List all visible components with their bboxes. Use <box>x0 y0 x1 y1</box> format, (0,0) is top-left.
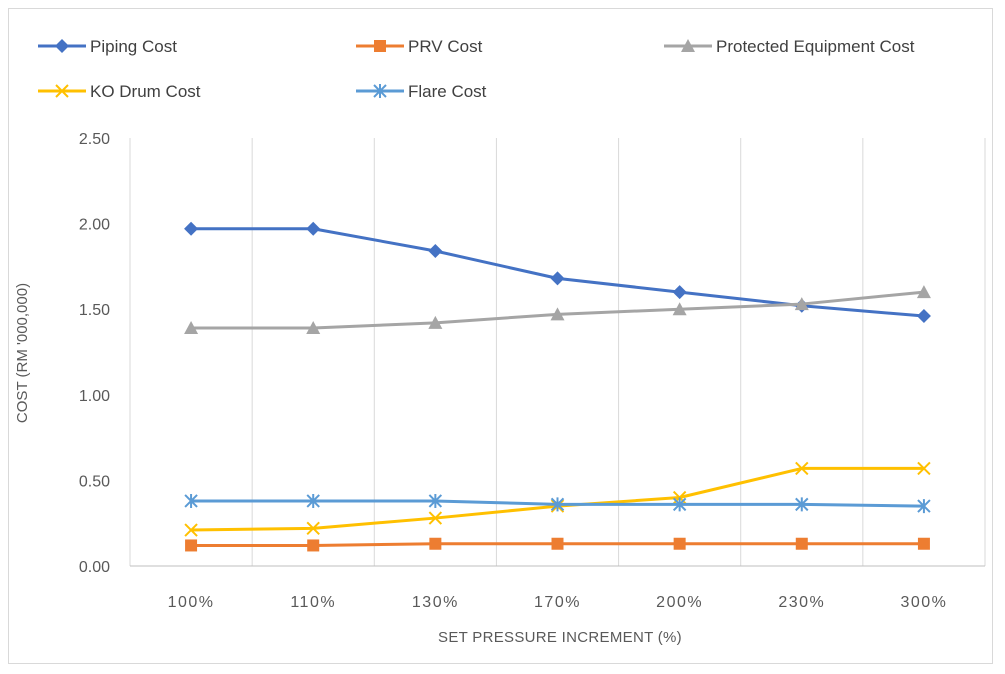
legend-item-prv-cost: PRV Cost <box>356 37 483 56</box>
legend: Piping Cost PRV Cost Protected Equipment C… <box>38 37 915 101</box>
series-flare-cost <box>184 493 931 514</box>
legend-label: Piping Cost <box>90 37 177 56</box>
data-point-piping-cost <box>916 309 931 324</box>
legend-label: Protected Equipment Cost <box>716 37 915 56</box>
data-point-prv-cost <box>307 539 320 552</box>
legend-label: PRV Cost <box>408 37 483 56</box>
x-axis-title: SET PRESSURE INCREMENT (%) <box>438 629 682 646</box>
data-point-prv-cost <box>551 537 564 550</box>
data-point-prv-cost <box>429 537 442 550</box>
data-point-ko-drum-cost <box>184 523 198 537</box>
data-point-piping-cost <box>306 221 321 236</box>
x-tick-label: 230% <box>778 594 825 611</box>
data-point-prv-cost <box>795 537 808 550</box>
data-point-flare-cost <box>184 493 198 508</box>
data-point-prv-cost <box>185 539 198 552</box>
data-point-flare-cost <box>306 493 320 508</box>
data-point-protected-equipment-cost <box>550 307 565 321</box>
data-point-flare-cost <box>428 493 443 508</box>
data-point-prv-cost <box>673 537 686 550</box>
x-tick-label: 200% <box>656 594 703 611</box>
data-point-protected-equipment-cost <box>184 321 199 335</box>
legend-label: Flare Cost <box>408 82 487 101</box>
y-axis-title: COST (RM '000,000) <box>14 283 31 423</box>
legend-marker <box>681 39 695 52</box>
y-tick-label: 0.50 <box>79 473 110 490</box>
data-point-prv-cost <box>917 537 930 550</box>
data-point-flare-cost <box>795 497 809 512</box>
x-tick-label: 170% <box>534 594 581 611</box>
data-point-flare-cost <box>672 497 687 512</box>
x-tick-label: 130% <box>412 594 459 611</box>
legend-marker <box>55 39 69 53</box>
x-tick-label: 300% <box>900 594 947 611</box>
x-tick-label: 110% <box>290 594 336 611</box>
data-point-piping-cost <box>184 221 199 236</box>
data-point-ko-drum-cost <box>428 511 443 525</box>
grid <box>129 138 986 567</box>
x-axis-ticks: 100% 110% 130% 170% 200% 230% 300% <box>168 594 947 611</box>
legend-item-flare-cost: Flare Cost <box>356 82 487 101</box>
data-point-piping-cost <box>672 285 687 300</box>
legend-item-protected-equipment-cost: Protected Equipment Cost <box>664 37 915 56</box>
legend-label: KO Drum Cost <box>90 82 201 101</box>
y-tick-label: 2.50 <box>79 131 110 148</box>
chart-frame <box>8 8 993 664</box>
data-point-protected-equipment-cost <box>306 321 321 335</box>
data-point-flare-cost <box>550 497 565 512</box>
data-point-ko-drum-cost <box>917 461 931 476</box>
y-axis-ticks: 0.00 0.50 1.00 1.50 2.00 2.50 <box>79 131 110 576</box>
series-protected-equipment-cost <box>184 285 931 335</box>
data-point-protected-equipment-cost <box>916 285 931 299</box>
data-point-piping-cost <box>550 271 565 286</box>
y-tick-label: 1.50 <box>79 302 110 319</box>
legend-marker <box>373 84 387 98</box>
data-point-flare-cost <box>917 499 931 514</box>
legend-marker <box>55 84 69 98</box>
y-tick-label: 1.00 <box>79 388 110 405</box>
y-tick-label: 2.00 <box>79 217 110 234</box>
data-point-ko-drum-cost <box>795 461 809 476</box>
data-point-protected-equipment-cost <box>428 315 443 329</box>
data-point-piping-cost <box>428 243 443 258</box>
data-point-protected-equipment-cost <box>794 297 809 311</box>
series-prv-cost <box>185 537 930 552</box>
series-group <box>184 221 931 552</box>
legend-marker <box>374 40 386 52</box>
legend-item-piping-cost: Piping Cost <box>38 37 177 56</box>
data-point-protected-equipment-cost <box>672 302 687 316</box>
data-point-ko-drum-cost <box>306 521 320 536</box>
legend-item-ko-drum-cost: KO Drum Cost <box>38 82 201 101</box>
y-tick-label: 0.00 <box>79 559 110 576</box>
x-tick-label: 100% <box>168 594 215 611</box>
